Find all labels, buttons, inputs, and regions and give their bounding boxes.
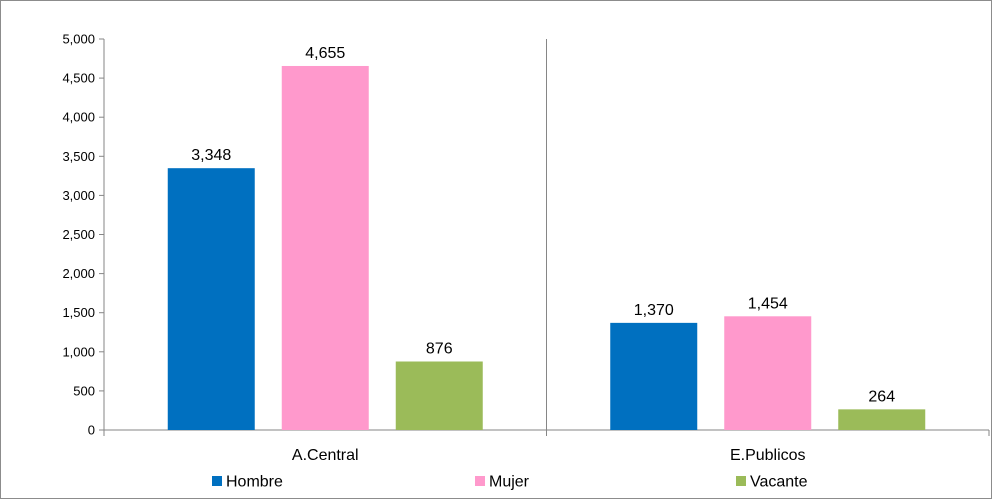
data-label: 264 bbox=[868, 388, 895, 405]
data-label: 876 bbox=[426, 340, 453, 357]
y-tick-label: 0 bbox=[88, 423, 95, 438]
legend-label: Hombre bbox=[226, 474, 283, 491]
data-label: 1,370 bbox=[634, 302, 674, 319]
data-labels: 3,348 1,370 4,655 1,454 876 264 bbox=[191, 45, 895, 405]
y-tick-label: 4,500 bbox=[62, 71, 95, 86]
y-axis: 0 500 1,000 1,500 2,000 2,500 3,000 3,500 4,000 4… bbox=[62, 32, 105, 438]
x-category-label: A.Central bbox=[292, 447, 359, 464]
bar-mujer bbox=[724, 316, 812, 430]
y-tick-label: 4,000 bbox=[62, 110, 95, 125]
bar-hombre bbox=[610, 322, 698, 430]
legend: Hombre Mujer Vacante bbox=[212, 474, 808, 491]
y-tick-label: 2,500 bbox=[62, 227, 95, 242]
bar-mujer bbox=[281, 65, 369, 430]
legend-swatch-mujer bbox=[475, 476, 485, 486]
x-axis: A.Central E.Publicos bbox=[103, 429, 990, 464]
legend-label: Vacante bbox=[750, 474, 808, 491]
data-label: 1,454 bbox=[748, 295, 788, 312]
bars bbox=[167, 65, 926, 430]
y-tick-label: 5,000 bbox=[62, 32, 95, 47]
bar-vacante bbox=[838, 409, 926, 430]
data-label: 3,348 bbox=[191, 147, 231, 164]
legend-swatch-vacante bbox=[736, 476, 746, 486]
y-tick-label: 500 bbox=[73, 383, 95, 398]
legend-swatch-hombre bbox=[212, 476, 222, 486]
y-tick-label: 1,500 bbox=[62, 305, 95, 320]
bar-vacante bbox=[395, 361, 483, 430]
data-label: 4,655 bbox=[305, 45, 345, 62]
y-tick-label: 3,500 bbox=[62, 149, 95, 164]
bar-hombre bbox=[167, 168, 255, 430]
y-tick-label: 3,000 bbox=[62, 188, 95, 203]
x-category-label: E.Publicos bbox=[730, 447, 806, 464]
legend-label: Mujer bbox=[489, 474, 530, 491]
y-tick-label: 2,000 bbox=[62, 266, 95, 281]
y-tick-label: 1,000 bbox=[62, 344, 95, 359]
